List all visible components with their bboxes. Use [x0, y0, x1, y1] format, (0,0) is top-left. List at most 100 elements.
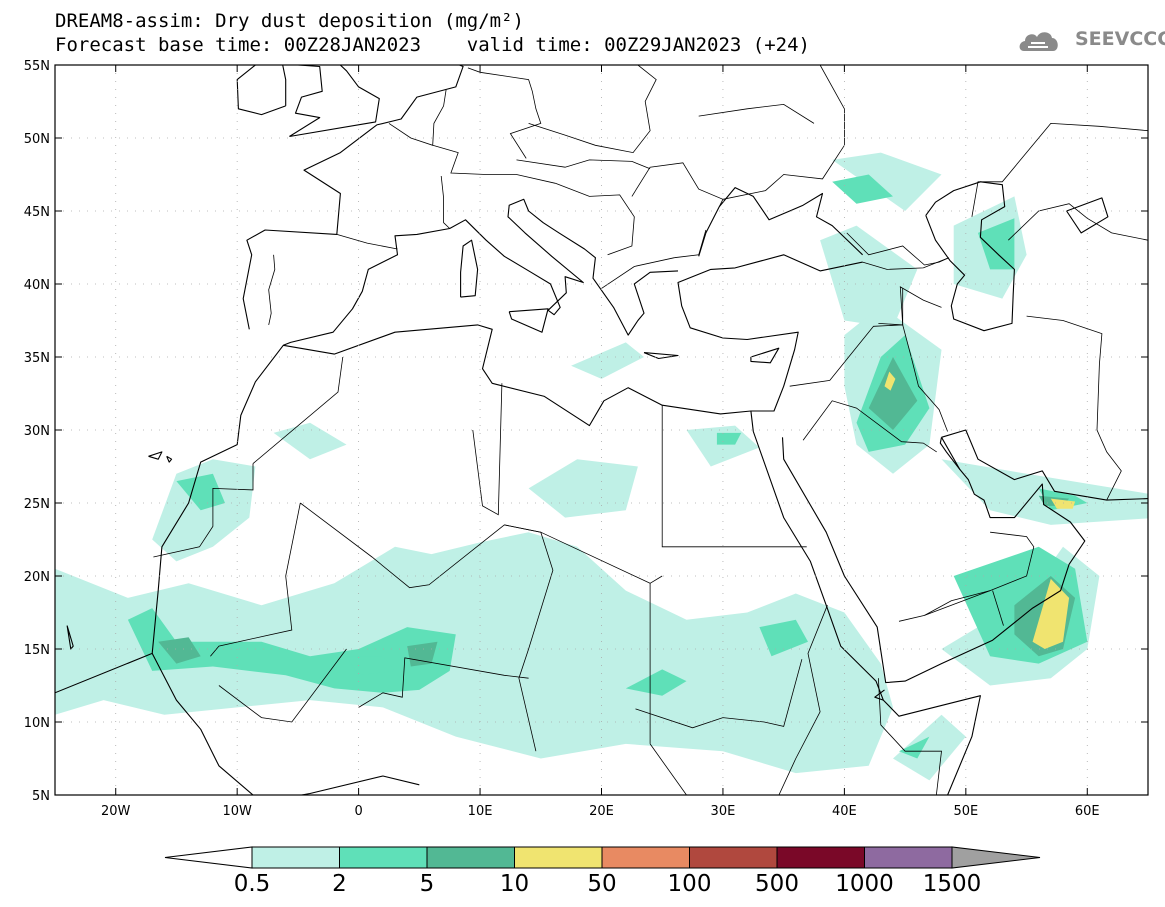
- coastline: [460, 239, 479, 298]
- coastline: [781, 437, 1086, 684]
- lat-tick-label: 40N: [24, 278, 50, 293]
- colorbar-label: 500: [755, 871, 799, 897]
- dust-plume: [407, 641, 438, 667]
- lat-tick-label: 5N: [32, 789, 50, 804]
- coastline: [698, 187, 863, 257]
- dust-plume: [158, 637, 201, 664]
- colorbar-bin: [426, 846, 515, 869]
- lon-tick-label: 20E: [589, 804, 614, 819]
- country-borders: [153, 65, 1148, 795]
- country-border: [555, 182, 635, 256]
- dust-plume: [759, 619, 808, 657]
- colorbar-bin: [689, 846, 778, 869]
- dust-plume: [273, 422, 347, 460]
- coastline: [1066, 197, 1109, 234]
- coastline: [242, 65, 464, 330]
- dust-plume: [528, 459, 638, 518]
- coastline: [151, 653, 420, 795]
- country-border: [971, 122, 1148, 217]
- country-border: [388, 89, 447, 146]
- country-border: [878, 678, 942, 795]
- coastline: [236, 65, 287, 116]
- country-border: [528, 65, 657, 154]
- country-border: [218, 648, 347, 723]
- lat-lon-grid: [55, 65, 1148, 795]
- coastline: [66, 625, 74, 650]
- country-border: [902, 324, 948, 432]
- lat-tick-label: 55N: [24, 59, 50, 74]
- country-border: [210, 502, 301, 657]
- country-border: [698, 103, 815, 124]
- lon-tick-label: 0: [354, 804, 362, 819]
- dust-plume: [832, 174, 893, 204]
- dust-plume: [1050, 498, 1076, 509]
- cloud-icon: [1019, 32, 1058, 51]
- lat-tick-label: 50N: [24, 132, 50, 147]
- colorbar-label: 0.5: [234, 871, 271, 897]
- lon-tick-label: 20W: [101, 804, 131, 819]
- dust-plume: [893, 714, 966, 781]
- lon-tick-label: 10E: [468, 804, 493, 819]
- dust-plume: [1032, 578, 1070, 649]
- coastline: [148, 451, 163, 460]
- lat-tick-label: 20N: [24, 570, 50, 585]
- dust-plume: [152, 459, 256, 562]
- country-border: [992, 590, 1004, 626]
- coastline: [289, 65, 380, 138]
- country-border: [1026, 315, 1122, 501]
- country-border: [252, 356, 344, 464]
- country-border: [846, 232, 949, 266]
- colorbar-label: 2: [332, 871, 347, 897]
- country-border: [336, 234, 398, 250]
- country-border: [1008, 203, 1148, 241]
- axis-ticks: 55N 50N 45N 40N 35N 30N 25N 20N 15N 10N 5N 20W 10W 0 1…: [24, 59, 1148, 819]
- dust-plume: [686, 425, 760, 467]
- colorbar-label: 1500: [923, 871, 982, 897]
- country-border: [504, 524, 554, 752]
- lon-tick-label: 10W: [222, 804, 252, 819]
- country-border: [649, 605, 828, 795]
- colorbar-bin: [864, 846, 953, 869]
- country-border: [789, 288, 904, 387]
- coastline: [55, 254, 863, 694]
- dust-plume: [571, 342, 644, 379]
- country-border: [601, 257, 675, 289]
- dust-plume: [978, 218, 1015, 270]
- country-border: [661, 405, 807, 548]
- country-border: [467, 67, 542, 159]
- country-border: [802, 400, 937, 453]
- country-border: [635, 659, 803, 729]
- coastline: [283, 198, 679, 346]
- country-border: [722, 65, 845, 200]
- country-border: [631, 162, 724, 207]
- colorbar-bin: [251, 846, 340, 869]
- colorbar-over-arrow: [951, 846, 1041, 869]
- country-border: [472, 383, 503, 516]
- dust-plume: [832, 152, 942, 211]
- lon-tick-label: 50E: [953, 804, 978, 819]
- colorbar-label: 50: [587, 871, 616, 897]
- dust-deposition-field: [55, 152, 1148, 781]
- dust-plume: [868, 357, 918, 430]
- country-border: [268, 254, 276, 325]
- colorbar-label: 5: [420, 871, 435, 897]
- country-border: [153, 463, 254, 558]
- colorbar-bin: [776, 846, 865, 869]
- country-border: [649, 575, 663, 584]
- country-border: [516, 159, 651, 170]
- country-border: [862, 257, 949, 270]
- coastline: [925, 181, 1015, 332]
- colorbar-label: 10: [500, 871, 529, 897]
- country-border: [432, 144, 556, 184]
- dust-plume: [884, 371, 896, 391]
- colorbar-label: 100: [668, 871, 712, 897]
- lat-tick-label: 25N: [24, 497, 50, 512]
- lon-tick-label: 30E: [711, 804, 736, 819]
- country-border: [924, 531, 1035, 616]
- coastline: [874, 689, 885, 701]
- country-border: [358, 657, 529, 708]
- lon-tick-label: 40E: [832, 804, 857, 819]
- coastline: [941, 429, 1148, 501]
- colorbar-label: 1000: [835, 871, 894, 897]
